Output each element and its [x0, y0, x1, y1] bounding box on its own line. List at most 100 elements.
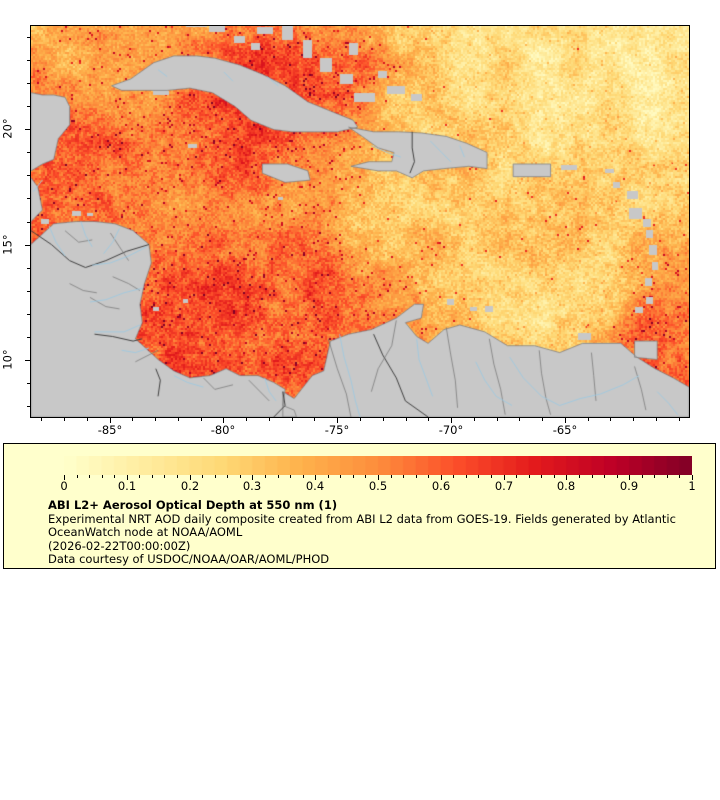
y-tick-minor — [27, 314, 30, 315]
y-tick-minor — [27, 383, 30, 384]
map-figure: -85° -80° -75° -70° -65° 10° 15° 20° — [0, 25, 690, 437]
colorbar-tick-minor — [278, 475, 279, 478]
colorbar-tick-label: 0.7 — [494, 479, 514, 493]
x-tick-minor — [588, 418, 589, 421]
colorbar-tick-minor — [202, 475, 203, 478]
x-tick-major — [337, 418, 338, 423]
colorbar-tick-major — [252, 475, 253, 480]
x-tick-minor — [64, 418, 65, 421]
x-tick-major — [223, 418, 224, 423]
y-tick-major — [25, 360, 30, 361]
x-axis-tick-label: -65° — [552, 423, 578, 437]
colorbar-tick-minor — [592, 475, 593, 478]
y-axis-tick-label: 20° — [0, 118, 15, 139]
legend-timestamp: (2026-02-22T00:00:00Z) — [48, 538, 191, 553]
colorbar-tick-minor — [416, 475, 417, 478]
x-tick-minor — [383, 418, 384, 421]
legend-courtesy: Data courtesy of USDOC/NOAA/OAR/AOML/PHO… — [48, 552, 330, 566]
colorbar-tick-label: 0.8 — [556, 479, 576, 493]
x-tick-minor — [87, 418, 88, 421]
colorbar-tick-minor — [541, 475, 542, 478]
x-tick-major — [110, 418, 111, 423]
colorbar-tick-minor — [391, 475, 392, 478]
x-axis-tick-label: -75° — [324, 423, 350, 437]
colorbar-tick-minor — [617, 475, 618, 478]
y-tick-minor — [27, 268, 30, 269]
colorbar-tick-minor — [679, 475, 680, 478]
y-tick-major — [25, 129, 30, 130]
colorbar-tick-label: 0.5 — [368, 479, 388, 493]
colorbar-tick-major — [504, 475, 505, 480]
colorbar-tick-major — [315, 475, 316, 480]
colorbar-tick-minor — [114, 475, 115, 478]
x-tick-minor — [679, 418, 680, 421]
y-tick-minor — [27, 291, 30, 292]
x-tick-minor — [314, 418, 315, 421]
colorbar-tick-minor — [579, 475, 580, 478]
colorbar-tick-minor — [604, 475, 605, 478]
y-tick-minor — [27, 406, 30, 407]
y-axis-tick-label: 10° — [0, 349, 15, 370]
x-tick-minor — [474, 418, 475, 421]
colorbar-tick-major — [629, 475, 630, 480]
colorbar-tick-minor — [215, 475, 216, 478]
colorbar-tick-minor — [365, 475, 366, 478]
colorbar-tick-label: 1 — [688, 479, 696, 493]
aod-heatmap-canvas[interactable] — [31, 26, 689, 417]
colorbar-tick-minor — [227, 475, 228, 478]
colorbar-tick-major — [566, 475, 567, 480]
y-tick-minor — [27, 83, 30, 84]
x-axis-tick-label: -80° — [210, 423, 236, 437]
map-plot-area[interactable] — [30, 25, 690, 418]
x-tick-minor — [201, 418, 202, 421]
y-tick-minor — [27, 198, 30, 199]
colorbar-tick-major — [378, 475, 379, 480]
colorbar-tick-minor — [290, 475, 291, 478]
colorbar-tick-major — [127, 475, 128, 480]
x-axis-tick-label: -70° — [438, 423, 464, 437]
colorbar-tick-minor — [240, 475, 241, 478]
x-tick-minor — [519, 418, 520, 421]
colorbar-tick-minor — [177, 475, 178, 478]
colorbar-tick-minor — [428, 475, 429, 478]
colorbar-tick-minor — [139, 475, 140, 478]
x-tick-minor — [656, 418, 657, 421]
colorbar-tick-minor — [303, 475, 304, 478]
colorbar-tick-minor — [516, 475, 517, 478]
colorbar-tick-major — [190, 475, 191, 480]
x-tick-minor — [292, 418, 293, 421]
colorbar-tick-minor — [353, 475, 354, 478]
y-tick-major — [25, 245, 30, 246]
colorbar-tick-label: 0.9 — [619, 479, 639, 493]
x-tick-major — [565, 418, 566, 423]
colorbar-tick-major — [64, 475, 65, 480]
y-tick-minor — [27, 60, 30, 61]
legend-caption: ABI L2+ Aerosol Optical Depth at 550 nm … — [48, 498, 708, 567]
colorbar-tick-minor — [328, 475, 329, 478]
x-tick-minor — [428, 418, 429, 421]
y-axis-tick-label: 15° — [0, 234, 15, 255]
x-tick-minor — [132, 418, 133, 421]
colorbar-tick-minor — [466, 475, 467, 478]
colorbar-tick-minor — [265, 475, 266, 478]
colorbar-tick-label: 0 — [60, 479, 68, 493]
x-axis-tick-label: -85° — [97, 423, 123, 437]
colorbar[interactable] — [64, 456, 692, 475]
x-tick-minor — [360, 418, 361, 421]
colorbar-tick-major — [692, 475, 693, 480]
colorbar-tick-minor — [654, 475, 655, 478]
colorbar-tick-label: 0.2 — [180, 479, 200, 493]
colorbar-tick-minor — [478, 475, 479, 478]
legend-description-line-1: Experimental NRT AOD daily composite cre… — [48, 511, 676, 526]
x-tick-minor — [497, 418, 498, 421]
y-tick-minor — [27, 152, 30, 153]
x-tick-minor — [542, 418, 543, 421]
colorbar-tick-minor — [642, 475, 643, 478]
x-tick-minor — [269, 418, 270, 421]
x-tick-minor — [406, 418, 407, 421]
colorbar-tick-major — [441, 475, 442, 480]
y-tick-minor — [27, 222, 30, 223]
colorbar-tick-minor — [453, 475, 454, 478]
colorbar-tick-minor — [491, 475, 492, 478]
